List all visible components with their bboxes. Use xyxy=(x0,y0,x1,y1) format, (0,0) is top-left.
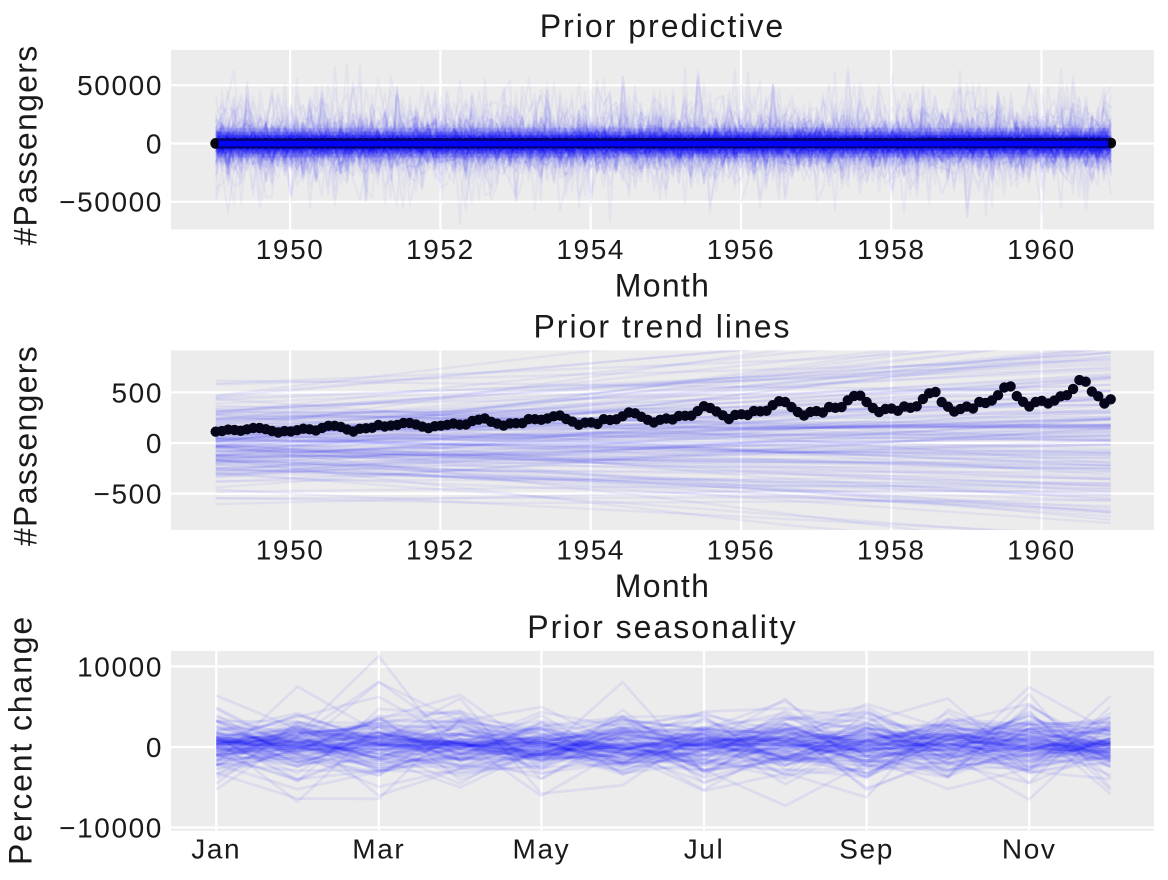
svg-text:50000: 50000 xyxy=(77,70,163,101)
svg-text:−50000: −50000 xyxy=(59,187,163,218)
svg-text:1956: 1956 xyxy=(707,234,776,265)
svg-text:1952: 1952 xyxy=(406,535,475,566)
svg-text:1958: 1958 xyxy=(857,535,926,566)
svg-text:#Passengers: #Passengers xyxy=(8,44,44,245)
svg-text:1952: 1952 xyxy=(406,234,475,265)
svg-text:1958: 1958 xyxy=(857,234,926,265)
svg-text:500: 500 xyxy=(111,377,163,408)
svg-text:1960: 1960 xyxy=(1007,234,1076,265)
svg-text:1960: 1960 xyxy=(1007,535,1076,566)
svg-text:1954: 1954 xyxy=(556,234,625,265)
svg-text:1950: 1950 xyxy=(256,234,325,265)
svg-text:Nov: Nov xyxy=(1002,834,1057,865)
svg-text:Percent change: Percent change xyxy=(2,615,38,865)
svg-text:Month: Month xyxy=(615,568,710,604)
svg-text:May: May xyxy=(513,834,571,865)
svg-text:Prior trend lines: Prior trend lines xyxy=(533,309,791,345)
svg-text:−10000: −10000 xyxy=(59,812,163,843)
svg-text:0: 0 xyxy=(146,128,163,159)
svg-text:Jul: Jul xyxy=(684,834,725,865)
svg-text:0: 0 xyxy=(146,428,163,459)
svg-text:Month: Month xyxy=(615,267,710,303)
svg-text:Prior seasonality: Prior seasonality xyxy=(527,609,798,645)
svg-text:0: 0 xyxy=(146,732,163,763)
svg-text:−500: −500 xyxy=(94,479,163,510)
svg-text:1954: 1954 xyxy=(556,535,625,566)
svg-text:Sep: Sep xyxy=(839,834,894,865)
svg-text:Mar: Mar xyxy=(352,834,405,865)
svg-text:Prior predictive: Prior predictive xyxy=(540,8,785,44)
svg-text:10000: 10000 xyxy=(77,651,163,682)
svg-text:1950: 1950 xyxy=(256,535,325,566)
svg-text:#Passengers: #Passengers xyxy=(8,345,44,546)
svg-text:1956: 1956 xyxy=(707,535,776,566)
svg-text:Jan: Jan xyxy=(191,834,241,865)
